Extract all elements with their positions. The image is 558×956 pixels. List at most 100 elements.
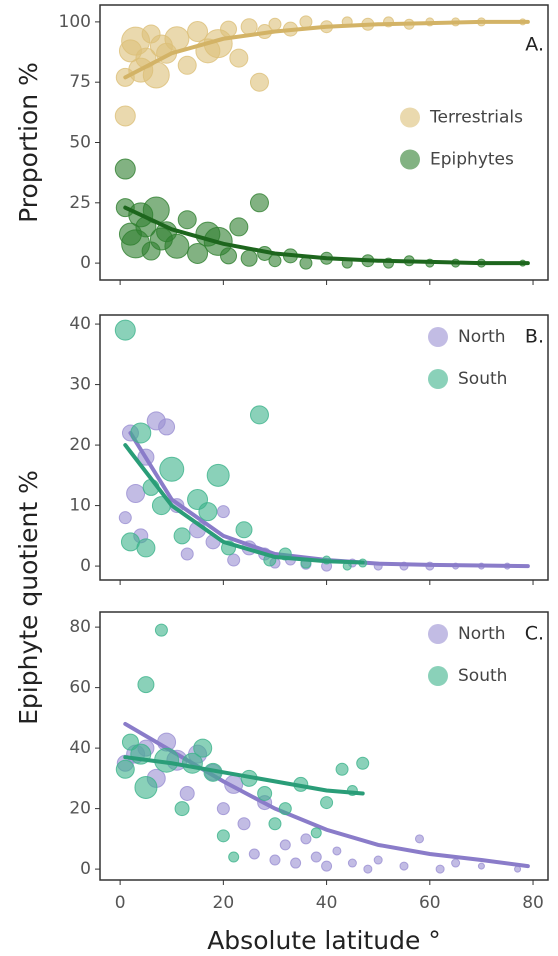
point xyxy=(249,405,269,425)
y-tick-label: 30 xyxy=(69,375,91,395)
y-tick-label: 20 xyxy=(69,435,91,455)
point xyxy=(299,256,313,270)
x-tick-label: 80 xyxy=(522,893,544,913)
point xyxy=(435,864,445,874)
point xyxy=(268,254,282,268)
point xyxy=(220,247,238,265)
point xyxy=(114,105,136,127)
point xyxy=(279,839,291,851)
point xyxy=(414,834,424,844)
point xyxy=(240,18,258,36)
legend-label: South xyxy=(458,369,507,389)
y-tick-label: 40 xyxy=(69,738,91,758)
y-tick-label: 50 xyxy=(69,133,91,153)
legend-label: North xyxy=(458,624,506,644)
y-tick-label: 60 xyxy=(69,678,91,698)
point xyxy=(179,785,195,801)
point xyxy=(477,862,485,870)
point xyxy=(198,502,218,522)
point xyxy=(356,756,370,770)
point xyxy=(278,802,292,816)
x-tick-label: 0 xyxy=(115,893,126,913)
point xyxy=(134,775,158,799)
x-tick-label: 60 xyxy=(419,893,441,913)
point xyxy=(347,858,357,868)
panel-frame xyxy=(99,314,549,581)
legend-label: South xyxy=(458,666,507,686)
point xyxy=(310,851,322,863)
point xyxy=(174,801,190,817)
point xyxy=(130,422,152,444)
point xyxy=(114,158,136,180)
point xyxy=(118,511,132,525)
y-tick-label: 75 xyxy=(69,72,91,92)
point xyxy=(237,817,251,831)
point xyxy=(300,833,312,845)
point xyxy=(335,762,349,776)
point xyxy=(216,829,230,843)
point xyxy=(173,527,191,545)
y-tick-label: 0 xyxy=(80,556,91,576)
fit-line xyxy=(123,755,365,796)
y-tick-label: 10 xyxy=(69,496,91,516)
point xyxy=(136,538,156,558)
point xyxy=(249,72,269,92)
point xyxy=(137,676,155,694)
y-axis-label: Proportion % xyxy=(14,62,43,223)
legend-label: Terrestrials xyxy=(429,108,523,128)
point xyxy=(159,456,185,482)
y-tick-label: 20 xyxy=(69,799,91,819)
point xyxy=(177,55,197,75)
point xyxy=(180,547,194,561)
point xyxy=(310,827,322,839)
point xyxy=(206,463,230,487)
point xyxy=(235,521,253,539)
point xyxy=(373,855,383,865)
point xyxy=(216,505,230,519)
x-tick-label: 40 xyxy=(316,893,338,913)
legend-swatch xyxy=(400,107,420,128)
x-tick-label: 20 xyxy=(213,893,235,913)
legend-swatch xyxy=(400,149,420,170)
y-tick-label: 80 xyxy=(69,617,91,637)
panel-label: C. xyxy=(525,623,544,645)
point xyxy=(451,858,461,868)
x-axis-label: Absolute latitude ° xyxy=(207,926,441,955)
point xyxy=(177,210,197,230)
point xyxy=(164,233,190,259)
point xyxy=(269,854,281,866)
panel-label: A. xyxy=(525,34,544,56)
y-tick-label: 0 xyxy=(80,859,91,879)
fit-line xyxy=(123,19,530,80)
legend-swatch xyxy=(428,327,448,347)
y-tick-label: 25 xyxy=(69,193,91,213)
point xyxy=(216,802,230,816)
point xyxy=(248,848,260,860)
point xyxy=(399,861,409,871)
point xyxy=(115,759,135,779)
fit-line xyxy=(123,443,365,565)
point xyxy=(229,217,249,237)
point xyxy=(187,242,209,264)
point xyxy=(193,738,213,758)
point xyxy=(268,17,282,31)
point xyxy=(227,553,241,567)
point xyxy=(229,48,249,68)
point xyxy=(228,851,240,863)
legend-swatch xyxy=(428,624,448,644)
point xyxy=(187,21,209,43)
legend-swatch xyxy=(428,666,448,686)
point xyxy=(126,483,146,503)
fit-line xyxy=(123,205,530,266)
point xyxy=(220,20,238,38)
legend-swatch xyxy=(428,369,448,389)
panel-label: B. xyxy=(525,326,544,348)
point xyxy=(320,796,334,810)
point xyxy=(257,785,273,801)
y-axis-label: Epiphyte quotient % xyxy=(14,470,43,725)
point xyxy=(249,193,269,213)
point xyxy=(240,249,258,267)
y-tick-label: 0 xyxy=(80,253,91,273)
point xyxy=(158,418,176,436)
